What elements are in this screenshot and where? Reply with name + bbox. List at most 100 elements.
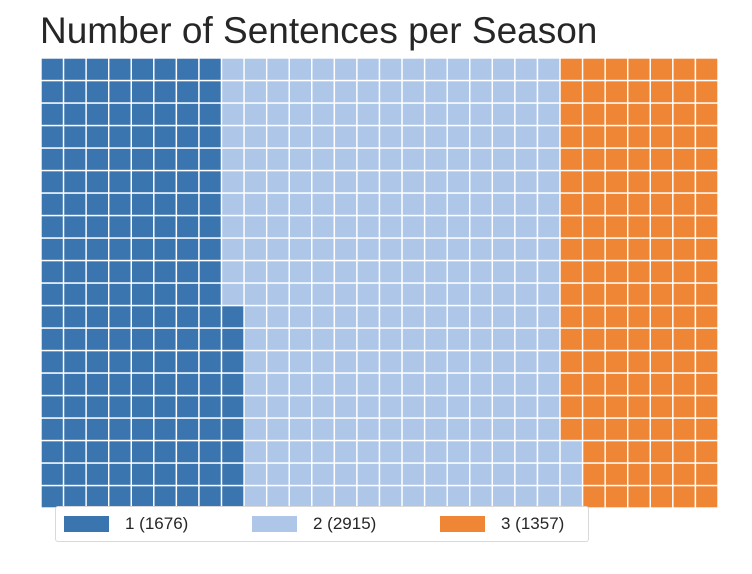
waffle-cell-season-3 xyxy=(604,304,629,329)
waffle-cell-season-1 xyxy=(153,102,178,127)
waffle-cell-season-2 xyxy=(220,282,245,307)
waffle-cell-season-2 xyxy=(243,372,268,397)
waffle-cell-season-2 xyxy=(536,124,561,149)
waffle-cell-season-2 xyxy=(514,484,539,509)
waffle-cell-season-1 xyxy=(175,349,200,374)
waffle-cell-season-2 xyxy=(356,484,381,509)
waffle-cell-season-1 xyxy=(220,394,245,419)
waffle-cell-season-1 xyxy=(107,439,132,464)
waffle-cell-season-3 xyxy=(559,304,584,329)
waffle-cell-season-2 xyxy=(243,282,268,307)
waffle-cell-season-1 xyxy=(40,282,65,307)
waffle-cell-season-2 xyxy=(446,214,471,239)
waffle-cell-season-3 xyxy=(604,214,629,239)
waffle-cell-season-3 xyxy=(627,394,651,419)
waffle-cell-season-2 xyxy=(401,237,426,262)
waffle-cell-season-2 xyxy=(401,214,426,239)
waffle-cell-season-3 xyxy=(581,417,606,442)
waffle-cell-season-3 xyxy=(694,394,719,419)
waffle-cell-season-1 xyxy=(40,259,65,284)
waffle-cell-season-3 xyxy=(627,417,651,442)
waffle-cell-season-1 xyxy=(198,484,223,509)
waffle-cell-season-2 xyxy=(333,372,358,397)
waffle-cell-season-2 xyxy=(265,327,290,352)
waffle-cell-season-2 xyxy=(423,304,448,329)
waffle-cell-season-3 xyxy=(627,237,651,262)
waffle-cell-season-1 xyxy=(130,259,155,284)
waffle-cell-season-1 xyxy=(130,327,155,352)
waffle-cell-season-1 xyxy=(62,79,87,104)
waffle-cell-season-3 xyxy=(581,439,606,464)
waffle-cell-season-2 xyxy=(220,57,245,82)
waffle-cell-season-3 xyxy=(672,124,697,149)
waffle-cell-season-1 xyxy=(220,372,245,397)
waffle-cell-season-2 xyxy=(311,304,336,329)
waffle-cell-season-2 xyxy=(536,169,561,194)
waffle-cell-season-3 xyxy=(649,349,674,374)
waffle-cell-season-3 xyxy=(604,169,629,194)
waffle-cell-season-1 xyxy=(153,124,178,149)
waffle-cell-season-3 xyxy=(672,439,697,464)
waffle-cell-season-2 xyxy=(491,124,516,149)
waffle-cell-season-2 xyxy=(536,102,561,127)
waffle-cell-season-2 xyxy=(491,79,516,104)
waffle-cell-season-1 xyxy=(175,57,200,82)
waffle-cell-season-3 xyxy=(672,192,697,217)
waffle-cell-season-3 xyxy=(559,147,584,172)
waffle-cell-season-3 xyxy=(559,79,584,104)
waffle-cell-season-1 xyxy=(153,304,178,329)
waffle-cell-season-1 xyxy=(107,327,132,352)
waffle-cell-season-3 xyxy=(672,214,697,239)
waffle-cell-season-3 xyxy=(559,259,584,284)
waffle-cell-season-2 xyxy=(491,259,516,284)
waffle-cell-season-2 xyxy=(288,484,313,509)
waffle-cell-season-2 xyxy=(491,192,516,217)
waffle-cell-season-1 xyxy=(220,349,245,374)
waffle-cell-season-2 xyxy=(243,304,268,329)
waffle-cell-season-2 xyxy=(288,439,313,464)
waffle-cell-season-1 xyxy=(175,327,200,352)
waffle-cell-season-2 xyxy=(243,462,268,487)
waffle-cell-season-2 xyxy=(491,304,516,329)
waffle-cell-season-1 xyxy=(198,439,223,464)
waffle-cell-season-3 xyxy=(581,124,606,149)
waffle-cell-season-2 xyxy=(491,439,516,464)
waffle-cell-season-2 xyxy=(288,102,313,127)
waffle-cell-season-2 xyxy=(469,417,494,442)
waffle-cell-season-1 xyxy=(62,259,87,284)
waffle-cell-season-1 xyxy=(130,102,155,127)
waffle-cell-season-2 xyxy=(469,484,494,509)
waffle-cell-season-2 xyxy=(333,327,358,352)
waffle-cell-season-2 xyxy=(288,417,313,442)
waffle-cell-season-1 xyxy=(62,417,87,442)
waffle-cell-season-2 xyxy=(469,259,494,284)
waffle-cell-season-1 xyxy=(62,349,87,374)
waffle-cell-season-2 xyxy=(333,57,358,82)
waffle-cell-season-2 xyxy=(333,439,358,464)
waffle-cell-season-2 xyxy=(265,79,290,104)
waffle-cell-season-2 xyxy=(423,237,448,262)
waffle-cell-season-3 xyxy=(581,304,606,329)
waffle-cell-season-2 xyxy=(311,192,336,217)
waffle-cell-season-2 xyxy=(333,484,358,509)
waffle-cell-season-2 xyxy=(356,327,381,352)
waffle-cell-season-3 xyxy=(694,57,719,82)
waffle-cell-season-2 xyxy=(356,102,381,127)
waffle-cell-season-1 xyxy=(85,372,110,397)
waffle-cell-season-1 xyxy=(40,124,65,149)
waffle-cell-season-1 xyxy=(153,417,178,442)
waffle-cell-season-2 xyxy=(333,169,358,194)
waffle-cell-season-2 xyxy=(446,372,471,397)
waffle-cell-season-2 xyxy=(423,282,448,307)
waffle-cell-season-2 xyxy=(243,124,268,149)
waffle-cell-season-1 xyxy=(153,484,178,509)
waffle-cell-season-2 xyxy=(401,439,426,464)
waffle-cell-season-3 xyxy=(672,147,697,172)
waffle-cell-season-3 xyxy=(649,417,674,442)
waffle-cell-season-1 xyxy=(153,147,178,172)
waffle-cell-season-2 xyxy=(536,394,561,419)
waffle-cell-season-2 xyxy=(265,259,290,284)
waffle-cell-season-2 xyxy=(356,192,381,217)
waffle-cell-season-3 xyxy=(581,214,606,239)
waffle-cell-season-3 xyxy=(672,372,697,397)
